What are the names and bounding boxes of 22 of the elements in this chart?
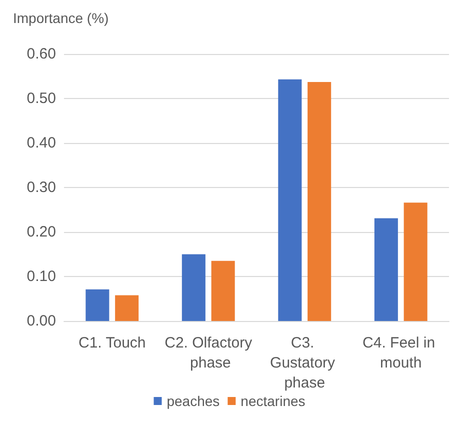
bar: [308, 82, 332, 321]
y-tick-label: 0.10: [26, 268, 56, 285]
y-axis-title: Importance (%): [13, 10, 109, 26]
y-tick-label: 0.40: [26, 134, 56, 152]
bar: [86, 289, 110, 321]
bar: [182, 254, 206, 321]
legend-label: peaches: [166, 393, 220, 409]
x-tick-label: C2. Olfactory phase: [164, 334, 253, 372]
bar: [374, 218, 398, 321]
y-tick-label: 0.00: [26, 312, 56, 330]
x-tick-label: C1. Touch: [78, 334, 146, 352]
x-tick-label: C4. Feel in mouth: [362, 334, 440, 372]
x-tick-label: C3. Gustatory phase: [270, 334, 340, 392]
y-tick-label: 0.30: [26, 179, 56, 196]
y-tick-label: 0.20: [26, 224, 56, 240]
legend-label: nectarines: [240, 393, 306, 409]
y-tick-label: 0.50: [26, 90, 56, 107]
bar: [404, 202, 428, 321]
bar: [211, 260, 235, 321]
bar: [278, 79, 302, 321]
y-tick-label: 0.60: [26, 46, 56, 62]
bar: [115, 295, 139, 321]
